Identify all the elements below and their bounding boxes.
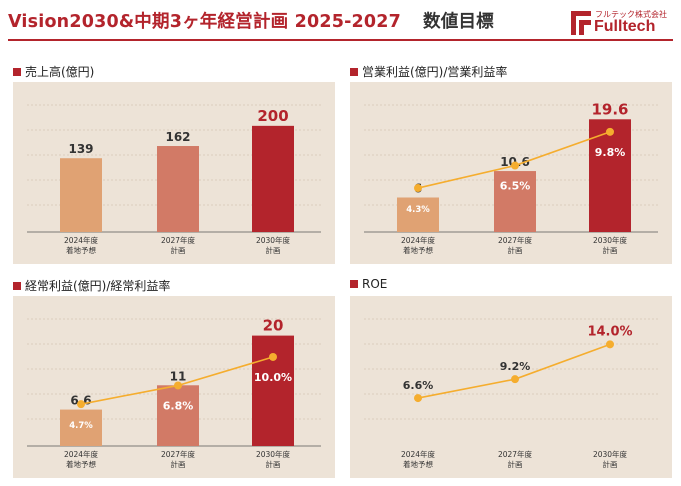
fulltech-mark-icon xyxy=(571,11,591,35)
ratio-label: 9.8% xyxy=(595,146,626,159)
x-tick-label: 2027年度 xyxy=(161,235,196,245)
x-tick-label: 計画 xyxy=(171,245,186,255)
chart-ordinary: 2024年度着地予想2027年度計画2030年度計画6.611204.7%6.8… xyxy=(27,317,321,469)
bar xyxy=(252,125,294,232)
ratio-label: 4.7% xyxy=(69,421,93,431)
chart-title-operating: 営業利益(億円)/営業利益率 xyxy=(350,63,507,80)
bar xyxy=(157,385,199,446)
chart-title-ordinary: 経常利益(億円)/経常利益率 xyxy=(13,277,170,294)
bar xyxy=(157,146,199,232)
x-tick-label: 2024年度 xyxy=(401,449,436,459)
section-marker-icon xyxy=(13,282,21,290)
x-tick-label: 計画 xyxy=(508,245,523,255)
logo-company-name-en: Fulltech xyxy=(594,18,656,35)
chart-panel-revenue: 2024年度 着地予想 2027年度 計画 2030年度 計画 139 162 200 xyxy=(13,82,335,264)
x-tick-label: 着地予想 xyxy=(403,245,433,255)
chart-title-revenue-text: 売上高(億円) xyxy=(25,65,95,79)
bar xyxy=(589,119,631,232)
ratio-point xyxy=(174,381,182,390)
bar-value-label: 162 xyxy=(165,130,190,144)
ratio-label: 4.3% xyxy=(406,205,430,215)
x-tick-label: 計画 xyxy=(266,459,281,469)
roe-value-label: 9.2% xyxy=(500,360,531,373)
ratio-point xyxy=(414,184,422,193)
bar-value-label: 20 xyxy=(263,317,284,335)
x-tick-label: 2027年度 xyxy=(498,235,533,245)
logo-company-name-jp: フルテック株式会社 xyxy=(595,10,667,19)
x-tick-label: 2024年度 xyxy=(401,235,436,245)
x-tick-label: 2030年度 xyxy=(593,235,628,245)
roe-value-label: 14.0% xyxy=(587,324,632,339)
page-title: Vision2030&中期3ヶ年経営計画 2025-2027 数値目標 xyxy=(8,8,494,33)
x-tick-label: 2024年度 xyxy=(64,235,99,245)
bar-value-label: 139 xyxy=(68,142,93,156)
chart-panel-operating: 2024年度着地予想2027年度計画2030年度計画610.619.64.3%6… xyxy=(350,82,672,264)
ratio-label: 10.0% xyxy=(254,371,292,384)
chart-operating: 2024年度着地予想2027年度計画2030年度計画610.619.64.3%6… xyxy=(364,100,658,255)
x-tick-label: 2030年度 xyxy=(593,449,628,459)
chart-title-roe-text: ROE xyxy=(362,277,388,291)
ratio-label: 6.5% xyxy=(500,180,531,193)
x-tick-label: 計画 xyxy=(171,459,186,469)
ratio-point xyxy=(606,127,614,136)
x-tick-label: 着地予想 xyxy=(66,245,96,255)
company-logo: フルテック株式会社 Fulltech xyxy=(571,9,671,37)
roe-value-label: 6.6% xyxy=(403,379,434,392)
ratio-label: 6.8% xyxy=(163,399,194,412)
chart-title-revenue: 売上高(億円) xyxy=(13,63,94,80)
ratio-point xyxy=(77,400,85,409)
x-tick-label: 着地予想 xyxy=(403,459,433,469)
x-tick-label: 計画 xyxy=(603,459,618,469)
x-tick-label: 着地予想 xyxy=(66,459,96,469)
bar xyxy=(60,158,102,232)
chart-panel-ordinary: 2024年度着地予想2027年度計画2030年度計画6.611204.7%6.8… xyxy=(13,296,335,478)
bar-value-label: 11 xyxy=(170,369,187,383)
roe-point xyxy=(511,375,519,384)
header-divider xyxy=(8,39,673,41)
bar xyxy=(252,335,294,446)
bar xyxy=(397,197,439,232)
x-tick-label: 計画 xyxy=(603,245,618,255)
chart-title-ordinary-text: 経常利益(億円)/経常利益率 xyxy=(25,279,171,293)
bar-value-label: 19.6 xyxy=(591,100,628,118)
bar xyxy=(60,409,102,446)
ratio-point xyxy=(511,161,519,170)
x-tick-label: 2024年度 xyxy=(64,449,99,459)
roe-point xyxy=(414,394,422,403)
section-marker-icon xyxy=(13,68,21,76)
chart-title-roe: ROE xyxy=(350,277,387,291)
bar-value-label: 200 xyxy=(257,107,288,125)
x-tick-label: 計画 xyxy=(508,459,523,469)
roe-point xyxy=(606,340,614,349)
x-tick-label: 2027年度 xyxy=(498,449,533,459)
x-tick-label: 2030年度 xyxy=(256,449,291,459)
page-subtitle: 数値目標 xyxy=(423,12,494,32)
chart-panel-roe: 2024年度 着地予想 2027年度 計画 2030年度 計画 6.6% 9.2% 14.0% xyxy=(350,296,672,478)
section-marker-icon xyxy=(350,68,358,76)
section-marker-icon xyxy=(350,280,358,288)
chart-title-operating-text: 営業利益(億円)/営業利益率 xyxy=(362,65,508,79)
x-tick-label: 2027年度 xyxy=(161,449,196,459)
ratio-point xyxy=(269,352,277,361)
x-tick-label: 計画 xyxy=(266,245,281,255)
page-title-main: Vision2030&中期3ヶ年経営計画 2025-2027 xyxy=(8,12,402,32)
bar xyxy=(494,171,536,232)
x-tick-label: 2030年度 xyxy=(256,235,291,245)
